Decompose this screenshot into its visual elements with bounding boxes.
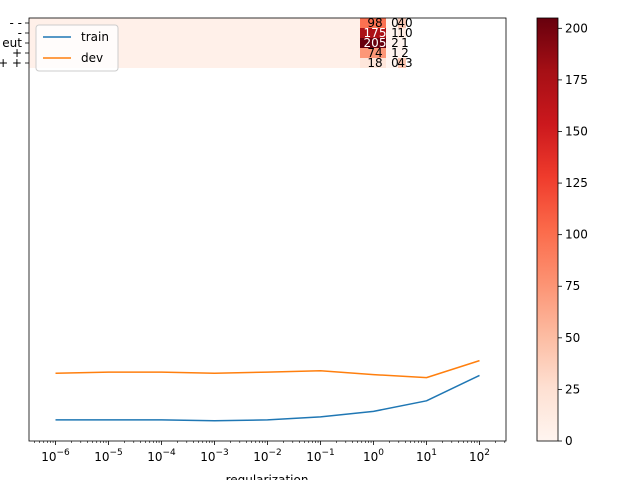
line-series [55,359,480,422]
heatmap-cell-label: 10 [397,26,412,40]
heatmap-row-band [29,58,360,68]
colorbar-tick-label: 25 [565,382,580,396]
heatmap-cell-label: 43 [397,56,412,70]
colorbar-tick-label: 100 [565,228,588,242]
x-tick-label: 10−1 [306,448,335,464]
x-tick-label: 100 [363,448,384,464]
legend-label-dev: dev [81,51,103,65]
x-tick-label: 10−3 [200,448,229,464]
x-tick-label: 10−2 [253,448,282,464]
colorbar-tick-label: 50 [565,331,580,345]
heatmap-row-band [29,38,360,48]
heatmap-cell [398,48,406,58]
heatmap-row-label: + + [0,56,22,70]
heatmap-row-band [29,18,360,28]
legend: train dev [35,24,119,72]
colorbar-ticks: 0 25 50 75 100 125 150 175 200 [558,21,588,448]
x-tick-label: 101 [416,448,437,464]
heatmap-row-band [29,28,360,38]
heatmap-cell-label: 74 [367,46,382,60]
heatmap-cell-label: 0 [391,56,399,70]
heatmap-cell-label: 2 [391,36,399,50]
legend-label-train: train [81,30,109,44]
heatmap-cell-label: 98 [367,16,382,30]
heatmap-cell-label: 0 [391,16,399,30]
heatmap-cell [386,18,398,28]
colorbar-tick-label: 150 [565,124,588,138]
x-axis-title: regularization [226,473,309,480]
heatmap-cell [360,18,386,28]
heatmap-row-label: + [12,46,22,60]
colorbar-tick-label: 200 [565,21,588,35]
heatmap-cell [386,48,398,58]
heatmap-row-label: - - [10,16,22,30]
heatmap-row-labels: - --eut++ + [0,16,29,70]
heatmap-cell [360,48,386,58]
colorbar-tick-label: 75 [565,279,580,293]
x-tick-label: 10−6 [41,448,70,464]
heatmap-cell [386,38,398,48]
colorbar-tick-label: 125 [565,176,588,190]
heatmap-row-label: eut [2,36,22,50]
x-tick-label: 102 [469,448,490,464]
heatmap-cell [360,58,386,68]
heatmap-cell-label: 1 [391,26,399,40]
colorbar-tick-label: 175 [565,73,588,87]
heatmap-row-label: - [18,26,22,40]
heatmap-cell [360,28,386,38]
heatmap-cell [398,58,406,68]
x-axis-ticks: 10−6 10−5 10−4 10−3 10−2 10−1 100 101 102 [34,441,506,464]
heatmap-cell [386,28,398,38]
heatmap-cell-label: 205 [364,36,387,50]
heatmap-cell-label: 1 [401,36,409,50]
heatmap-cell [398,38,406,48]
heatmap-cell-label: 18 [367,56,382,70]
heatmap-cell [360,38,386,48]
heatmap-cell-label: 175 [364,26,387,40]
x-tick-label: 10−5 [94,448,123,464]
heatmap-row-band [29,48,360,58]
series-line-train [55,374,480,422]
plot-area [29,18,506,441]
x-tick-label: 10−4 [147,448,176,464]
heatmap-cell-label: 40 [397,16,412,30]
colorbar [536,17,559,442]
heatmap-cell [386,58,398,68]
heatmap-cell [398,18,406,28]
heatmap-cell-label: 1 [391,46,399,60]
series-line-dev [55,359,480,379]
colorbar-tick-label: 0 [565,434,573,448]
heatmap-cell-label: 2 [401,46,409,60]
heatmap-cell [398,28,406,38]
